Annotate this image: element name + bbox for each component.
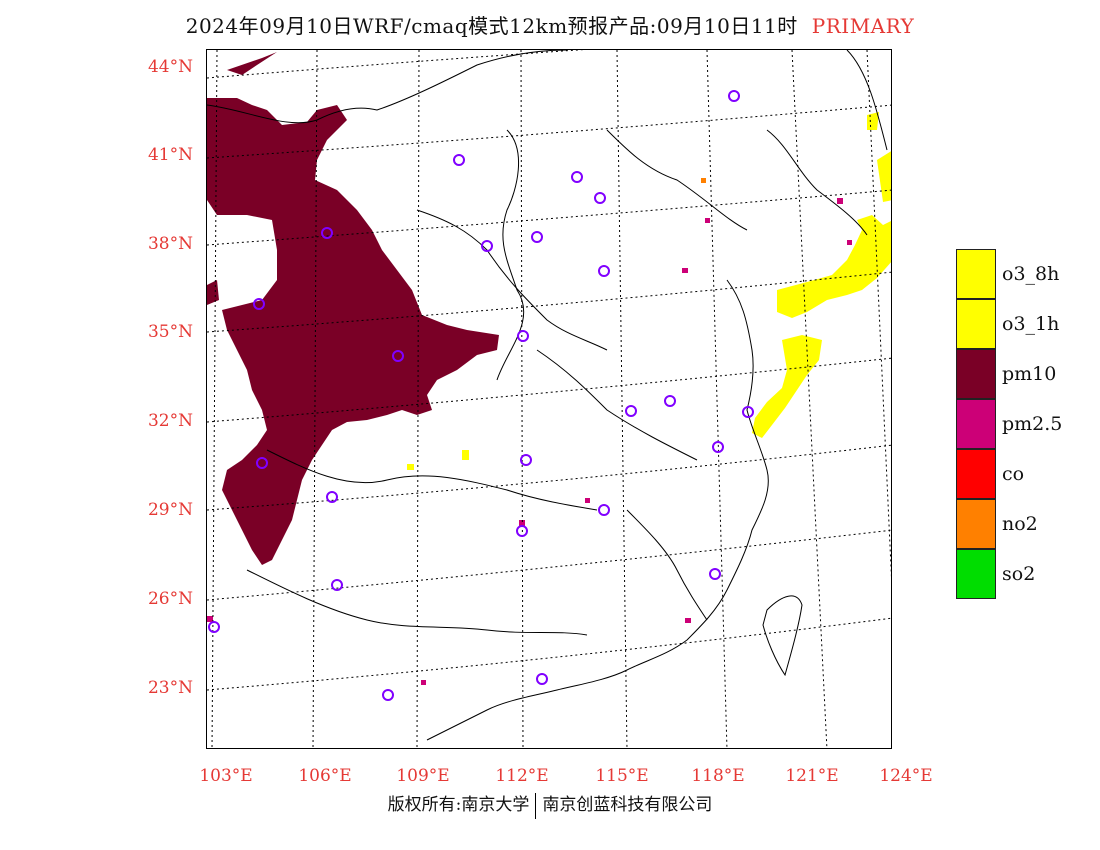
legend-swatch xyxy=(956,549,996,599)
o3-region xyxy=(407,112,891,470)
lat-label-23: 23°N xyxy=(147,678,193,698)
legend-label: co xyxy=(1002,463,1025,485)
legend-label: o3_8h xyxy=(1002,263,1060,285)
lat-label-32: 32°N xyxy=(147,411,193,431)
pm25-spots xyxy=(207,198,852,685)
copyright-footer: 版权所有:南京大学 南京创蓝科技有限公司 xyxy=(0,790,1100,819)
lat-label-26: 26°N xyxy=(147,589,193,609)
boundaries xyxy=(207,50,888,741)
lat-label-44: 44°N xyxy=(147,57,193,77)
pm10-region xyxy=(207,52,499,565)
lon-label-103: 103°E xyxy=(199,766,253,786)
legend-swatch xyxy=(956,499,996,549)
legend-label: o3_1h xyxy=(1002,313,1060,335)
legend-item-pm25: pm2.5 xyxy=(956,399,1076,449)
legend-label: pm10 xyxy=(1002,363,1057,385)
legend-label: so2 xyxy=(1002,563,1036,585)
map-title: 2024年09月10日WRF/cmaq模式12km预报产品:09月10日11时 P… xyxy=(0,10,1100,39)
legend-item-so2: so2 xyxy=(956,549,1076,599)
legend-swatch xyxy=(956,399,996,449)
lon-label-118: 118°E xyxy=(691,766,745,786)
lon-label-106: 106°E xyxy=(298,766,352,786)
lat-label-35: 35°N xyxy=(147,322,193,342)
legend-swatch xyxy=(956,299,996,349)
footer-left: 版权所有:南京大学 xyxy=(387,795,530,815)
map-canvas xyxy=(207,50,891,748)
footer-separator xyxy=(535,792,537,819)
lon-label-124: 124°E xyxy=(879,766,933,786)
graticule xyxy=(207,50,891,748)
legend-item-pm10: pm10 xyxy=(956,349,1076,399)
legend-item-o3-8h: o3_8h xyxy=(956,249,1076,299)
legend-label: no2 xyxy=(1002,513,1038,535)
legend: o3_8h o3_1h pm10 pm2.5 co no2 so2 xyxy=(956,249,1076,599)
legend-swatch xyxy=(956,449,996,499)
legend-item-no2: no2 xyxy=(956,499,1076,549)
lat-label-29: 29°N xyxy=(147,500,193,520)
lat-label-41: 41°N xyxy=(147,145,193,165)
legend-swatch xyxy=(956,349,996,399)
lat-label-38: 38°N xyxy=(147,234,193,254)
station-markers xyxy=(208,90,754,701)
lon-label-115: 115°E xyxy=(595,766,649,786)
lon-label-112: 112°E xyxy=(495,766,549,786)
legend-swatch xyxy=(956,249,996,299)
legend-item-o3-1h: o3_1h xyxy=(956,299,1076,349)
legend-item-co: co xyxy=(956,449,1076,499)
lon-label-109: 109°E xyxy=(396,766,450,786)
no2-spots xyxy=(701,178,706,183)
footer-right: 南京创蓝科技有限公司 xyxy=(542,795,713,815)
title-main: 2024年09月10日WRF/cmaq模式12km预报产品:09月10日11时 xyxy=(185,14,798,38)
lon-label-121: 121°E xyxy=(785,766,839,786)
legend-label: pm2.5 xyxy=(1002,413,1063,435)
map-panel[interactable] xyxy=(206,49,892,749)
title-tag: PRIMARY xyxy=(811,14,915,38)
